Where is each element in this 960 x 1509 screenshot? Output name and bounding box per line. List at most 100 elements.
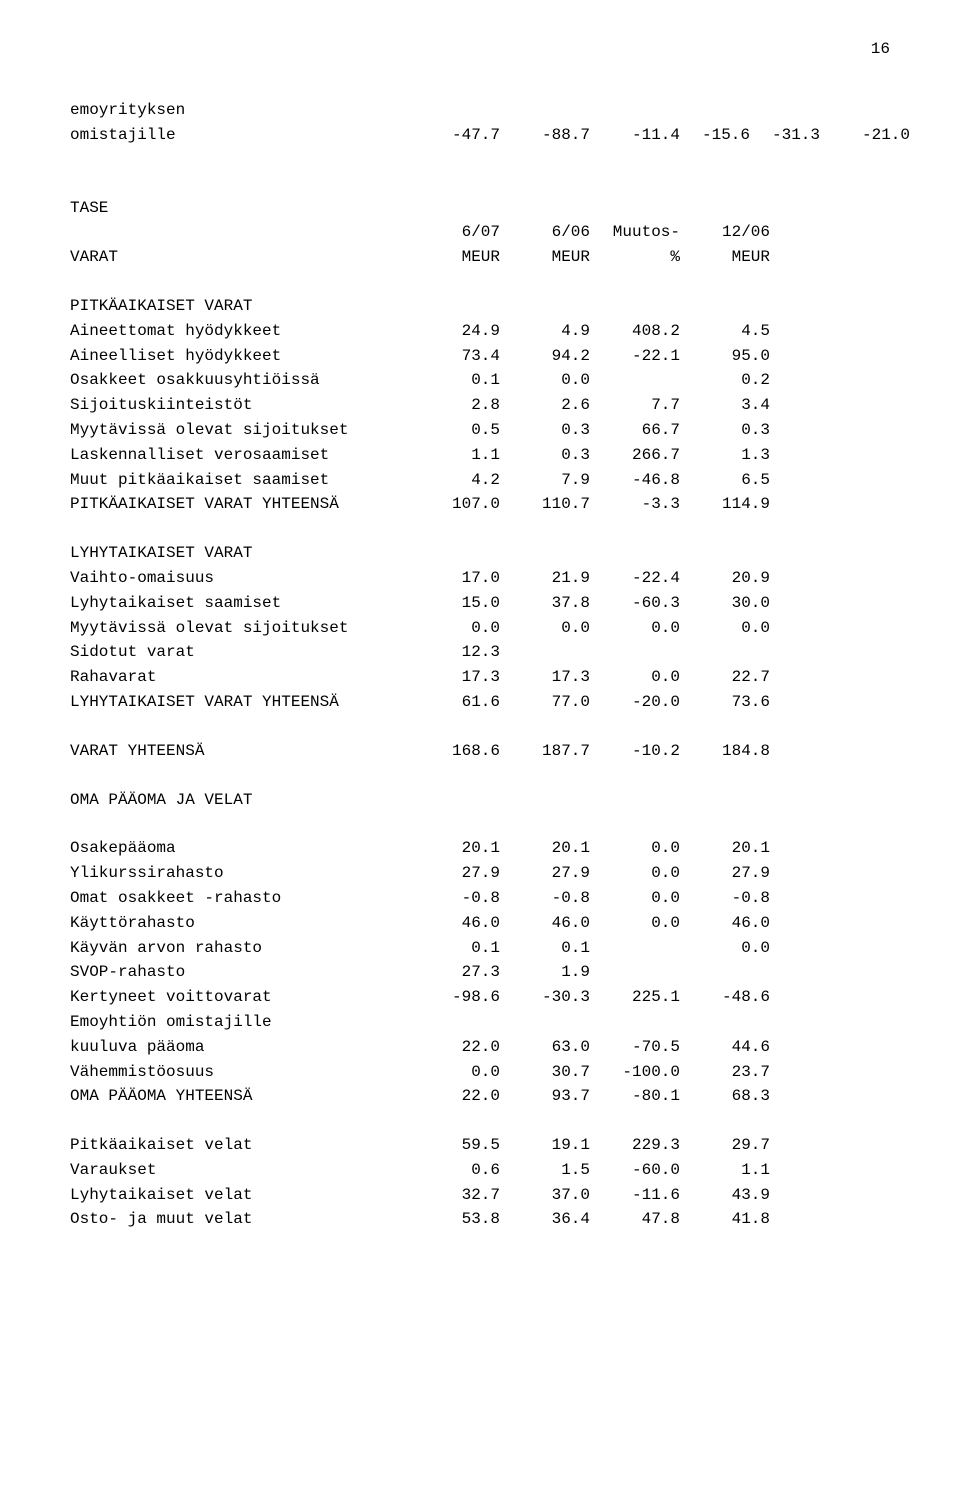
top-v3: -15.6 [680, 123, 750, 148]
s6-cell-3-2: 47.8 [590, 1207, 680, 1232]
s1-cell-3-0: 2.8 [410, 393, 500, 418]
s1-cell-6-1: 7.9 [500, 468, 590, 493]
s2-cell-1-0: 15.0 [410, 591, 500, 616]
s5-cell-1-1: 27.9 [500, 861, 590, 886]
s1-cell-0-3: 4.5 [680, 319, 770, 344]
s1-label-0: Aineettomat hyödykkeet [70, 319, 410, 344]
s5-cell-4-0: 0.1 [410, 936, 500, 961]
s2-cell-0-3: 20.9 [680, 566, 770, 591]
s1-cell-7-0: 107.0 [410, 492, 500, 517]
s5-cell-6-1: -30.3 [500, 985, 590, 1010]
tase-title: TASE [70, 196, 410, 221]
s5-cell-4-3: 0.0 [680, 936, 770, 961]
s4-heading: OMA PÄÄOMA JA VELAT [70, 788, 410, 813]
s5-cell-3-3: 46.0 [680, 911, 770, 936]
s1-cell-7-2: -3.3 [590, 492, 680, 517]
s5-label-7: Emoyhtiön omistajille [70, 1010, 410, 1035]
s5-label-5: SVOP-rahasto [70, 960, 410, 985]
s1-cell-7-3: 114.9 [680, 492, 770, 517]
tase-h2-label: VARAT [70, 245, 410, 270]
s1-label-1: Aineelliset hyödykkeet [70, 344, 410, 369]
s1-cell-4-0: 0.5 [410, 418, 500, 443]
s1-heading: PITKÄAIKAISET VARAT [70, 294, 410, 319]
tase-h2-c1: MEUR [500, 245, 590, 270]
s1-cell-2-2 [590, 368, 680, 393]
s5-cell-0-1: 20.1 [500, 836, 590, 861]
s2-cell-2-3: 0.0 [680, 616, 770, 641]
s1-row-5: Laskennalliset verosaamiset1.10.3266.71.… [70, 443, 890, 468]
s1-cell-2-1: 0.0 [500, 368, 590, 393]
s5-cell-8-3: 44.6 [680, 1035, 770, 1060]
s2-cell-3-3 [680, 640, 770, 665]
s2-cell-1-2: -60.3 [590, 591, 680, 616]
s6-cell-0-0: 59.5 [410, 1133, 500, 1158]
s5-label-2: Omat osakkeet -rahasto [70, 886, 410, 911]
s5-cell-0-2: 0.0 [590, 836, 680, 861]
s2-cell-3-0: 12.3 [410, 640, 500, 665]
s5-label-9: Vähemmistöosuus [70, 1060, 410, 1085]
s4-heading-row: OMA PÄÄOMA JA VELAT [70, 788, 890, 813]
s6-cell-0-2: 229.3 [590, 1133, 680, 1158]
s5-row-1: Ylikurssirahasto27.927.90.027.9 [70, 861, 890, 886]
tase-header-row2: VARAT MEUR MEUR % MEUR [70, 245, 890, 270]
s1-label-7: PITKÄAIKAISET VARAT YHTEENSÄ [70, 492, 410, 517]
s5-row-8: kuuluva pääoma22.063.0-70.544.6 [70, 1035, 890, 1060]
s2-label-1: Lyhytaikaiset saamiset [70, 591, 410, 616]
s5-label-6: Kertyneet voittovarat [70, 985, 410, 1010]
s1-heading-row: PITKÄAIKAISET VARAT [70, 294, 890, 319]
s6-row-3: Osto- ja muut velat53.836.447.841.8 [70, 1207, 890, 1232]
s5-cell-3-0: 46.0 [410, 911, 500, 936]
top-v2: -11.4 [590, 123, 680, 148]
s2-heading: LYHYTAIKAISET VARAT [70, 541, 410, 566]
s1-cell-2-3: 0.2 [680, 368, 770, 393]
s2-cell-4-2: 0.0 [590, 665, 680, 690]
s5-cell-7-1 [500, 1010, 590, 1035]
s5-cell-9-2: -100.0 [590, 1060, 680, 1085]
s2-cell-5-0: 61.6 [410, 690, 500, 715]
s1-row-3: Sijoituskiinteistöt2.82.67.73.4 [70, 393, 890, 418]
s6-cell-2-1: 37.0 [500, 1183, 590, 1208]
s2-cell-1-1: 37.8 [500, 591, 590, 616]
top-row-1: emoyrityksen [70, 98, 890, 123]
tase-h1-c0: 6/07 [410, 220, 500, 245]
s1-cell-0-1: 4.9 [500, 319, 590, 344]
s5-cell-9-1: 30.7 [500, 1060, 590, 1085]
s1-cell-6-2: -46.8 [590, 468, 680, 493]
s5-row-3: Käyttörahasto46.046.00.046.0 [70, 911, 890, 936]
s6-row-2: Lyhytaikaiset velat32.737.0-11.643.9 [70, 1183, 890, 1208]
s1-cell-5-0: 1.1 [410, 443, 500, 468]
s5-label-8: kuuluva pääoma [70, 1035, 410, 1060]
s5-cell-5-0: 27.3 [410, 960, 500, 985]
s2-cell-2-1: 0.0 [500, 616, 590, 641]
s1-cell-5-2: 266.7 [590, 443, 680, 468]
s1-cell-3-2: 7.7 [590, 393, 680, 418]
s2-cell-0-2: -22.4 [590, 566, 680, 591]
s6-row-0: Pitkäaikaiset velat59.519.1229.329.7 [70, 1133, 890, 1158]
s1-cell-2-0: 0.1 [410, 368, 500, 393]
s2-cell-4-0: 17.3 [410, 665, 500, 690]
s2-cell-4-3: 22.7 [680, 665, 770, 690]
top-row-2: omistajille -47.7 -88.7 -11.4 -15.6 -31.… [70, 123, 890, 148]
s6-cell-1-0: 0.6 [410, 1158, 500, 1183]
s2-cell-1-3: 30.0 [680, 591, 770, 616]
s6-label-3: Osto- ja muut velat [70, 1207, 410, 1232]
s1-cell-4-3: 0.3 [680, 418, 770, 443]
s5-cell-2-2: 0.0 [590, 886, 680, 911]
s2-cell-0-0: 17.0 [410, 566, 500, 591]
s3-cell-0-0: 168.6 [410, 739, 500, 764]
tase-h1-c3: 12/06 [680, 220, 770, 245]
top-v5: -21.0 [820, 123, 910, 148]
s6-row-1: Varaukset0.61.5-60.01.1 [70, 1158, 890, 1183]
s3-cell-0-1: 187.7 [500, 739, 590, 764]
s5-cell-6-2: 225.1 [590, 985, 680, 1010]
s2-cell-0-1: 21.9 [500, 566, 590, 591]
s5-cell-1-3: 27.9 [680, 861, 770, 886]
s1-cell-4-1: 0.3 [500, 418, 590, 443]
top-v4: -31.3 [750, 123, 820, 148]
s1-row-0: Aineettomat hyödykkeet24.94.9408.24.5 [70, 319, 890, 344]
s1-cell-3-1: 2.6 [500, 393, 590, 418]
s6-cell-3-3: 41.8 [680, 1207, 770, 1232]
s1-cell-7-1: 110.7 [500, 492, 590, 517]
s5-cell-5-1: 1.9 [500, 960, 590, 985]
s5-cell-0-3: 20.1 [680, 836, 770, 861]
